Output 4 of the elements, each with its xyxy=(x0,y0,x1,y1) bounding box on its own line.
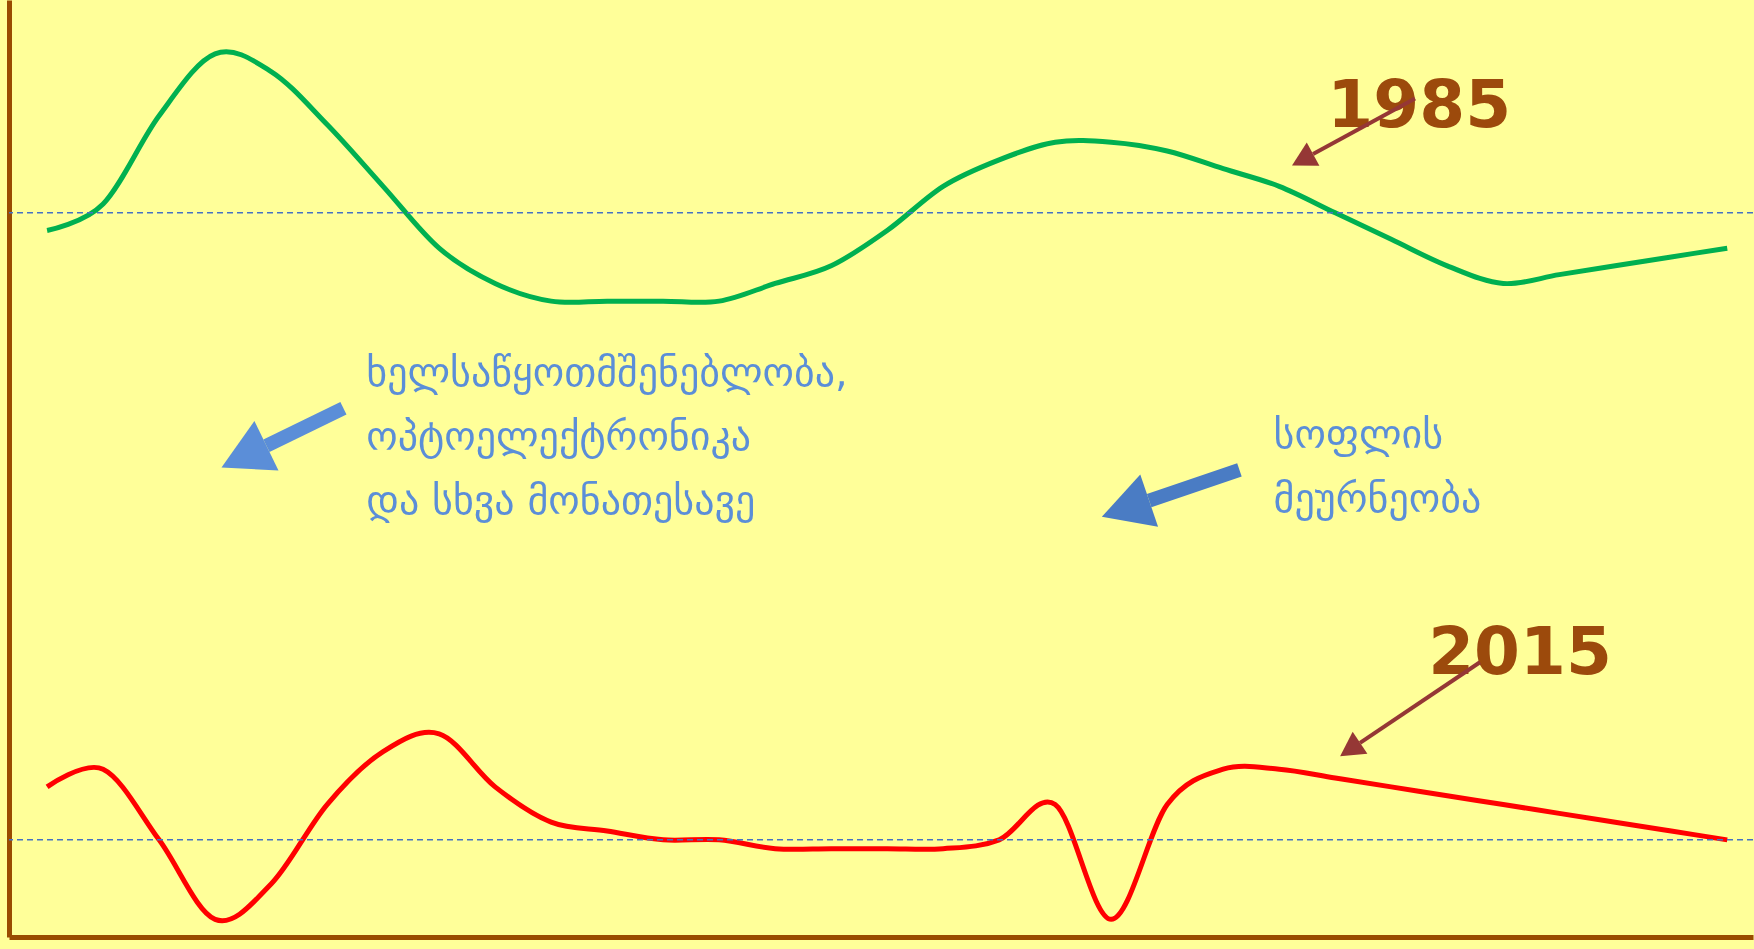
annotation: სოფლის მეურნეობა xyxy=(1273,410,1482,521)
annotation: ხელსაწყოთმშენებლობა, ოპტოელექტრონიკა და სხვა მონათესავე xyxy=(366,349,848,524)
series-label: 1985 xyxy=(1327,65,1512,143)
series-label: 2015 xyxy=(1428,613,1612,691)
